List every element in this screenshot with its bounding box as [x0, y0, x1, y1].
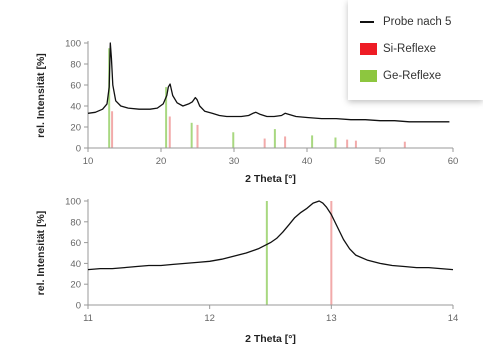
x-tick-label: 14: [448, 313, 459, 324]
series-line: [87, 42, 450, 123]
bottom-plot: 0 20 40 60 80 100 11 12 13 14 2 Theta [°] rel. Inte…: [35, 197, 458, 346]
x-tick-label: 10: [83, 156, 94, 167]
legend-label-si: Si-Reflexe: [383, 43, 437, 55]
y-tick-label: 100: [65, 197, 81, 208]
y-axis-title: rel. Intensität [%]: [35, 211, 47, 296]
y-tick-label: 60: [70, 81, 81, 92]
legend-swatch-si: [360, 43, 377, 55]
y-tick-label: 40: [70, 102, 81, 113]
y-tick-label: 100: [65, 39, 81, 50]
y-tick-label: 40: [70, 259, 81, 270]
y-tick-label: 0: [76, 301, 81, 312]
y-tick-label: 80: [70, 217, 81, 228]
x-tick-label: 20: [156, 156, 167, 167]
x-tick-label: 50: [375, 156, 386, 167]
x-tick-label: 30: [229, 156, 240, 167]
x-axis-title: 2 Theta [°]: [245, 173, 296, 185]
x-tick-label: 60: [448, 156, 459, 167]
x-tick-label: 13: [326, 313, 337, 324]
y-tick-label: 80: [70, 60, 81, 71]
legend-item-sample: Probe nach 5: [360, 14, 451, 30]
legend-item-ge: Ge-Reflexe: [360, 68, 441, 84]
x-tick-label: 12: [204, 313, 215, 324]
x-axis-title: 2 Theta [°]: [245, 333, 296, 345]
y-axis-title: rel. Intensität [%]: [35, 53, 47, 138]
y-tick-label: 60: [70, 238, 81, 249]
legend-label-sample: Probe nach 5: [383, 16, 452, 28]
x-tick-label: 40: [302, 156, 313, 167]
y-tick-label: 20: [70, 280, 81, 291]
y-tick-label: 0: [76, 144, 81, 155]
top-plot: 0 20 40 60 80 100 10 20 30 40 50 60 2 Theta [°] rel. …: [35, 39, 458, 186]
x-tick-label: 11: [83, 313, 93, 324]
legend-label-ge: Ge-Reflexe: [383, 70, 442, 82]
legend-line-icon: [360, 21, 374, 23]
legend-swatch-ge: [360, 70, 377, 82]
legend: Probe nach 5 Si-Reflexe Ge-Reflexe: [348, 0, 483, 100]
legend-item-si: Si-Reflexe: [360, 41, 436, 57]
series-line: [87, 200, 454, 271]
y-tick-label: 20: [70, 123, 81, 134]
